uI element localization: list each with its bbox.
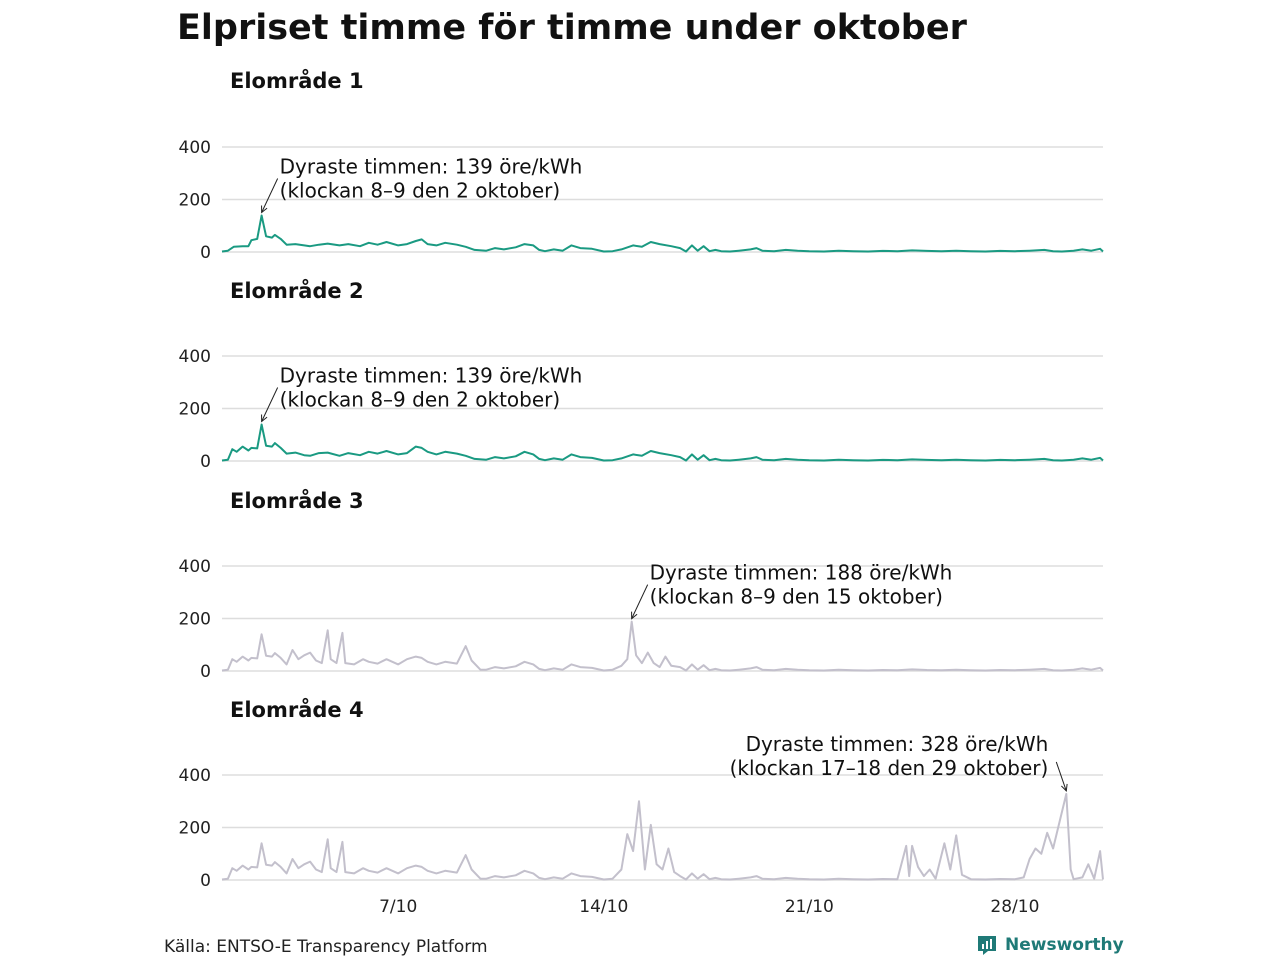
price-series-line	[221, 214, 1104, 253]
annotation-arrowhead	[1061, 783, 1068, 792]
panel-title: Elområde 3	[230, 488, 364, 513]
x-tick-label: 14/10	[579, 897, 628, 917]
y-tick-label: 400	[179, 138, 211, 158]
annotation-text: Dyraste timmen: 139 öre/kWh	[280, 155, 583, 179]
annotation-arrow	[261, 178, 279, 213]
price-series-line	[221, 423, 1104, 462]
panel-title: Elområde 4	[230, 697, 364, 722]
y-tick-label: 0	[200, 243, 211, 263]
annotation-text: Dyraste timmen: 139 öre/kWh	[280, 364, 583, 388]
annotation-text: (klockan 8–9 den 15 oktober)	[650, 585, 943, 609]
x-tick-label: 28/10	[990, 897, 1039, 917]
brand-logo: Newsworthy	[975, 933, 1124, 957]
source-note: Källa: ENTSO-E Transparency Platform	[164, 937, 488, 957]
y-tick-label: 200	[179, 819, 211, 839]
annotation-arrow	[631, 584, 649, 619]
y-tick-label: 0	[200, 662, 211, 682]
price-series-line	[221, 620, 1104, 672]
chart-title: Elpriset timme för timme under oktober	[177, 8, 967, 48]
y-tick-label: 200	[179, 610, 211, 630]
y-tick-label: 400	[179, 557, 211, 577]
chart-panel-4: Elområde 4 0 200 400 Dyraste timmen: 328 öre…	[179, 697, 1104, 917]
annotation-arrow	[261, 387, 279, 422]
price-series-line	[221, 792, 1104, 881]
annotation-arrowhead	[631, 611, 638, 620]
annotation-text: (klockan 8–9 den 2 oktober)	[280, 179, 561, 203]
y-tick-label: 200	[179, 191, 211, 211]
annotation-text: (klockan 8–9 den 2 oktober)	[280, 388, 561, 412]
brand-name: Newsworthy	[1005, 935, 1124, 955]
x-tick-label: 7/10	[379, 897, 417, 917]
panel-title: Elområde 1	[230, 68, 364, 93]
y-tick-label: 0	[200, 452, 211, 472]
panel-title: Elområde 2	[230, 278, 364, 303]
annotation-text: Dyraste timmen: 188 öre/kWh	[650, 561, 953, 585]
annotation-text: (klockan 17–18 den 29 oktober)	[730, 756, 1049, 780]
annotation-arrowhead	[261, 205, 268, 214]
x-tick-label: 21/10	[785, 897, 834, 917]
chart-panel-2: Elområde 2 0 200 400 Dyraste timmen: 139 öre…	[179, 278, 1104, 472]
annotation-arrowhead	[261, 414, 268, 423]
y-tick-label: 200	[179, 400, 211, 420]
annotation-text: Dyraste timmen: 328 öre/kWh	[746, 732, 1049, 756]
y-tick-label: 400	[179, 766, 211, 786]
chart-panel-3: Elområde 3 0 200 400 Dyraste timmen: 188 öre…	[179, 488, 1104, 682]
annotation-arrow	[1055, 761, 1067, 792]
chart-panel-1: Elområde 1 0 200 400 Dyraste timmen: 139 öre…	[179, 68, 1104, 263]
newsworthy-logo-icon	[978, 936, 996, 955]
y-tick-label: 0	[200, 871, 211, 891]
y-tick-label: 400	[179, 347, 211, 367]
